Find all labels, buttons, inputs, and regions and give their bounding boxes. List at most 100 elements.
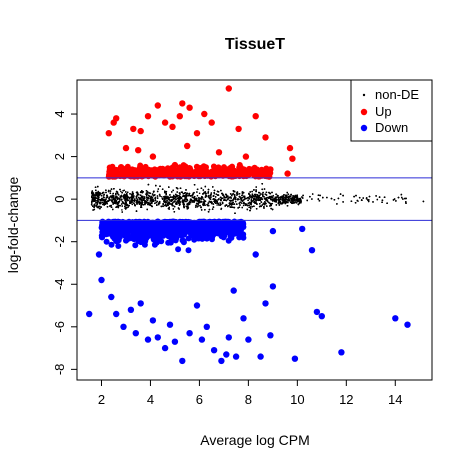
non-de-point xyxy=(95,204,98,207)
non-de-point xyxy=(367,200,370,203)
non-de-point xyxy=(156,195,159,197)
non-de-point xyxy=(114,202,117,205)
down-point xyxy=(103,238,110,245)
non-de-point xyxy=(173,205,176,208)
plot-area xyxy=(77,85,432,365)
non-de-point xyxy=(127,206,129,208)
non-de-point xyxy=(213,189,216,192)
non-de-point xyxy=(189,201,192,204)
up-point xyxy=(169,170,176,177)
non-de-point xyxy=(160,196,163,198)
non-de-point xyxy=(103,202,105,204)
down-point xyxy=(164,221,171,228)
non-de-point xyxy=(283,196,285,198)
non-de-point xyxy=(107,190,110,193)
non-de-point xyxy=(146,194,148,197)
up-point xyxy=(179,167,186,174)
up-point xyxy=(107,172,114,179)
non-de-point xyxy=(386,202,388,204)
non-de-point xyxy=(158,200,161,203)
non-de-point xyxy=(353,195,355,198)
non-de-point xyxy=(402,198,404,200)
non-de-point xyxy=(139,200,141,203)
non-de-point xyxy=(131,191,134,193)
non-de-point xyxy=(196,191,198,193)
non-de-point xyxy=(261,204,264,206)
up-point xyxy=(238,165,244,172)
non-de-point xyxy=(99,207,101,210)
non-de-point xyxy=(248,204,250,206)
non-de-point xyxy=(317,194,320,196)
non-de-point xyxy=(212,186,214,188)
non-de-point xyxy=(368,195,371,198)
non-de-point xyxy=(149,202,152,205)
non-de-point xyxy=(117,194,120,196)
non-de-point xyxy=(105,198,107,201)
down-point xyxy=(155,228,162,235)
up-point xyxy=(236,171,243,178)
non-de-point xyxy=(237,207,239,209)
non-de-point xyxy=(171,196,173,198)
non-de-point xyxy=(157,188,160,190)
down-point xyxy=(168,234,175,241)
non-de-point xyxy=(167,195,169,198)
non-de-point xyxy=(111,194,114,197)
non-de-point xyxy=(395,200,397,202)
non-de-point xyxy=(263,206,265,208)
down-point xyxy=(114,237,121,244)
non-de-point xyxy=(287,193,290,195)
non-de-point xyxy=(244,203,247,205)
non-de-point xyxy=(246,204,249,207)
non-de-point xyxy=(142,204,144,206)
non-de-point xyxy=(158,203,160,206)
non-de-point xyxy=(120,190,122,193)
non-de-point xyxy=(249,191,251,193)
non-de-point xyxy=(171,202,174,204)
non-de-point xyxy=(248,206,250,208)
non-de-point xyxy=(215,193,218,195)
non-de-point xyxy=(292,195,294,197)
non-de-point xyxy=(284,202,287,205)
down-point xyxy=(123,237,130,244)
non-de-point xyxy=(93,206,95,208)
up-point xyxy=(118,168,125,175)
x-axis-label: Average log CPM xyxy=(200,432,309,448)
non-de-point xyxy=(128,204,130,207)
non-de-point xyxy=(239,201,241,203)
down-point xyxy=(100,225,107,232)
non-de-point xyxy=(156,200,159,203)
non-de-point xyxy=(103,193,105,196)
non-de-point xyxy=(124,202,126,204)
down-point xyxy=(185,247,192,254)
non-de-point xyxy=(173,211,176,213)
non-de-point xyxy=(241,194,243,197)
down-point xyxy=(163,227,170,234)
non-de-point xyxy=(102,196,105,198)
non-de-point xyxy=(117,192,119,195)
non-de-point xyxy=(244,204,247,206)
up-point xyxy=(241,171,248,178)
non-de-point xyxy=(109,205,111,207)
non-de-point xyxy=(175,198,177,201)
non-de-point xyxy=(279,198,282,200)
non-de-point xyxy=(200,187,203,189)
non-de-point xyxy=(221,192,223,195)
non-de-point xyxy=(287,201,289,204)
non-de-point xyxy=(208,208,211,211)
non-de-point xyxy=(146,202,148,204)
non-de-point xyxy=(263,188,266,190)
non-de-point xyxy=(92,209,94,211)
down-point xyxy=(172,228,179,235)
non-de-point xyxy=(94,186,97,188)
non-de-point xyxy=(198,192,201,195)
non-de-point xyxy=(216,201,218,204)
non-de-point xyxy=(250,198,253,200)
non-de-point xyxy=(110,204,112,207)
non-de-point xyxy=(298,201,301,204)
non-de-point xyxy=(229,193,232,195)
non-de-point xyxy=(293,199,296,201)
down-point xyxy=(142,238,149,245)
non-de-point xyxy=(220,207,223,210)
non-de-point xyxy=(227,205,229,208)
non-de-point xyxy=(122,189,124,192)
